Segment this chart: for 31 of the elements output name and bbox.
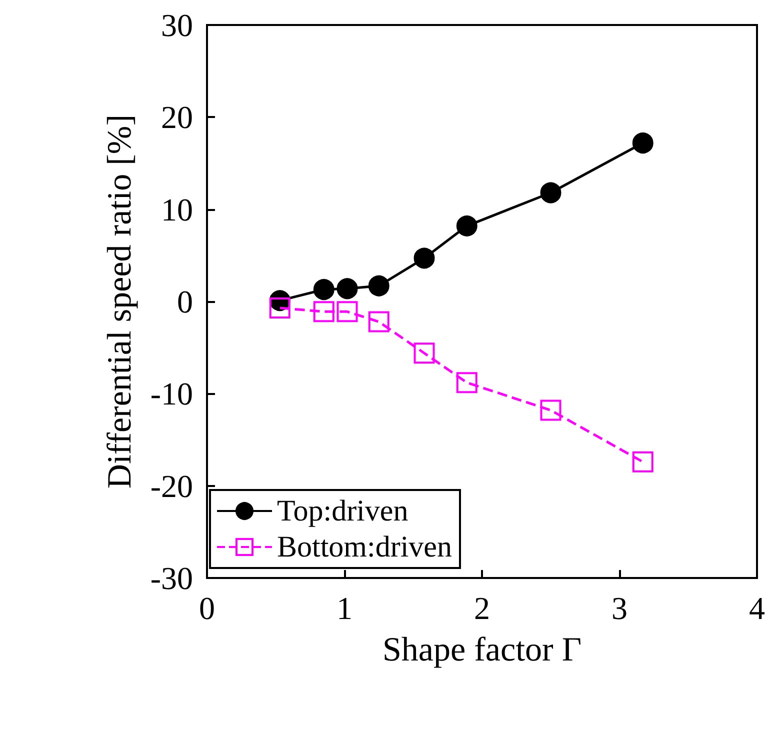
point xyxy=(456,215,478,236)
y-tick-label: 10 xyxy=(161,191,193,228)
y-tick-label: -10 xyxy=(150,376,193,412)
point xyxy=(540,182,562,204)
point xyxy=(368,275,390,296)
x-tick-label: 4 xyxy=(749,590,765,626)
x-tick-label: 1 xyxy=(336,590,352,626)
y-tick-label: -30 xyxy=(150,560,193,596)
point xyxy=(336,278,358,300)
point xyxy=(269,297,290,318)
point xyxy=(540,400,562,421)
point xyxy=(336,301,358,322)
y-tick-label: 30 xyxy=(161,7,193,43)
y-tick-label: 20 xyxy=(161,99,193,136)
point xyxy=(414,248,435,269)
point xyxy=(368,311,390,332)
x-axis-title: Shape factor Γ xyxy=(382,632,582,668)
x-tick-label: 2 xyxy=(474,590,490,626)
x-tick-label: 3 xyxy=(612,590,628,626)
point xyxy=(456,372,478,394)
point xyxy=(632,451,654,472)
point xyxy=(632,132,654,154)
y-tick-label: 0 xyxy=(177,284,193,320)
y-axis-title: Differential speed ratio [%] xyxy=(102,114,138,489)
x-tick-label: 0 xyxy=(199,590,215,626)
legend-label: Top:driven xyxy=(277,494,408,528)
y-tick-label: -20 xyxy=(150,468,193,504)
point xyxy=(414,342,435,364)
legend-label: Bottom:driven xyxy=(277,530,452,564)
point xyxy=(313,301,334,322)
point xyxy=(313,279,334,300)
